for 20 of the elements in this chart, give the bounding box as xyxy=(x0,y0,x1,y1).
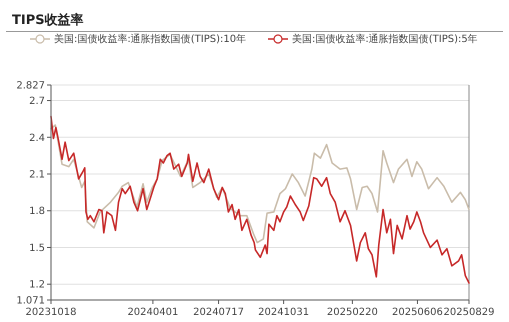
y-tick-label: 1.8 xyxy=(29,206,45,218)
x-tick-label: 20240717 xyxy=(193,307,244,318)
x-tick-label: 20240401 xyxy=(127,307,178,318)
legend-label: 美国:国债收益率:通胀指数国债(TIPS):5年 xyxy=(292,33,478,45)
x-tick-label: 20250829 xyxy=(444,307,494,318)
y-tick-label: 2.1 xyxy=(29,170,45,181)
x-tick-label: 20250220 xyxy=(326,307,378,318)
y-tick-label: 2.7 xyxy=(29,96,45,108)
x-tick-label: 20241031 xyxy=(258,307,310,318)
x-tick-label: 20231018 xyxy=(26,307,76,318)
line-series xyxy=(50,116,470,284)
x-tick-label: 20250606 xyxy=(392,307,443,318)
y-tick-label: 1.5 xyxy=(29,242,45,254)
chart-title: TIPS收益率 xyxy=(12,12,84,28)
y-tick-label: 2.827 xyxy=(16,80,45,92)
line-series xyxy=(50,124,470,244)
y-tick-label: 1.071 xyxy=(16,296,45,306)
y-tick-label: 2.4 xyxy=(29,132,45,144)
y-tick-label: 1.2 xyxy=(29,280,45,291)
legend-label: 美国:国债收益率:通胀指数国债(TIPS):10年 xyxy=(54,33,246,45)
